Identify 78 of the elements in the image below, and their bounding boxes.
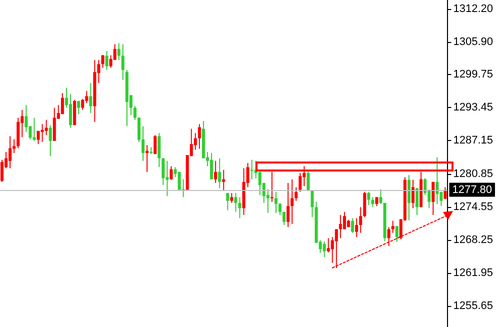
candlestick	[355, 218, 358, 238]
candlestick	[342, 211, 346, 230]
candlestick	[69, 94, 72, 128]
candlestick	[282, 211, 286, 226]
candlestick	[198, 124, 201, 150]
candlestick	[81, 98, 84, 110]
candlestick	[367, 191, 370, 206]
candlestick	[407, 174, 410, 221]
candlestick	[234, 192, 238, 212]
candlestick	[302, 166, 306, 187]
candlestick	[351, 218, 354, 234]
y-tick-label: 1312.20	[453, 2, 494, 15]
candlestick	[338, 214, 342, 239]
y-tick-label: 1299.75	[453, 68, 494, 80]
candlestick	[218, 158, 222, 189]
candlestick	[85, 90, 88, 104]
candlestick	[387, 226, 390, 247]
candlestick	[52, 107, 56, 142]
candlestick	[322, 240, 326, 258]
candlestick	[436, 156, 439, 204]
candlestick	[294, 186, 298, 202]
candlestick	[310, 190, 314, 218]
ref-line-label: 1277.80	[452, 184, 492, 196]
candlestick	[411, 179, 414, 209]
candlestick	[170, 166, 173, 180]
candlestick	[278, 202, 282, 216]
y-tick-label: 1268.25	[453, 234, 494, 246]
candlestick	[44, 119, 48, 136]
candlestick	[214, 160, 218, 184]
candlestick	[133, 106, 136, 120]
candlestick	[77, 100, 80, 115]
candlestick	[117, 42, 120, 60]
candlestick	[270, 171, 274, 202]
y-tick-label: 1280.85	[453, 168, 494, 180]
candlestick	[36, 130, 40, 145]
candlestick	[379, 188, 382, 204]
candlestick	[286, 182, 290, 228]
candlestick	[274, 191, 278, 214]
candlestick	[105, 50, 108, 70]
candlestick	[146, 144, 149, 172]
candlestick	[0, 159, 4, 182]
candlestick	[166, 160, 169, 197]
candlestick	[334, 228, 338, 269]
y-tick-label: 1261.95	[453, 267, 494, 280]
y-tick-label: 1293.45	[453, 102, 494, 114]
candlestick	[416, 188, 419, 216]
candlestick	[101, 54, 104, 68]
candlestick	[395, 226, 398, 242]
y-tick-label: 1287.15	[453, 134, 494, 147]
y-tick-label: 1255.65	[453, 300, 494, 312]
candlestick	[238, 196, 242, 219]
y-tick-label: 1274.55	[453, 200, 494, 213]
candlestick	[48, 124, 52, 157]
candlestick	[226, 192, 230, 211]
candlestick	[154, 134, 157, 155]
candlestick	[162, 158, 165, 186]
candlestick	[363, 191, 366, 218]
candlestick	[178, 171, 181, 190]
candlestick	[290, 178, 294, 224]
candlestick	[210, 152, 214, 180]
candlestick	[32, 117, 36, 142]
candlestick	[371, 196, 374, 208]
candlestick	[8, 136, 12, 169]
candlestick	[60, 92, 64, 115]
candlestick	[391, 220, 394, 234]
candlestick	[258, 171, 262, 196]
candlestick	[359, 206, 362, 234]
candlestick	[432, 181, 435, 216]
candlestick	[222, 169, 226, 192]
candlestick	[158, 132, 161, 168]
candlestick	[89, 82, 92, 114]
candlestick	[250, 159, 254, 180]
candlestick	[230, 192, 234, 204]
candlestick	[298, 172, 302, 192]
candlestick	[40, 124, 44, 142]
candlestick	[326, 238, 330, 253]
y-tick-label: 1305.90	[453, 36, 494, 48]
candlestick	[121, 44, 124, 80]
